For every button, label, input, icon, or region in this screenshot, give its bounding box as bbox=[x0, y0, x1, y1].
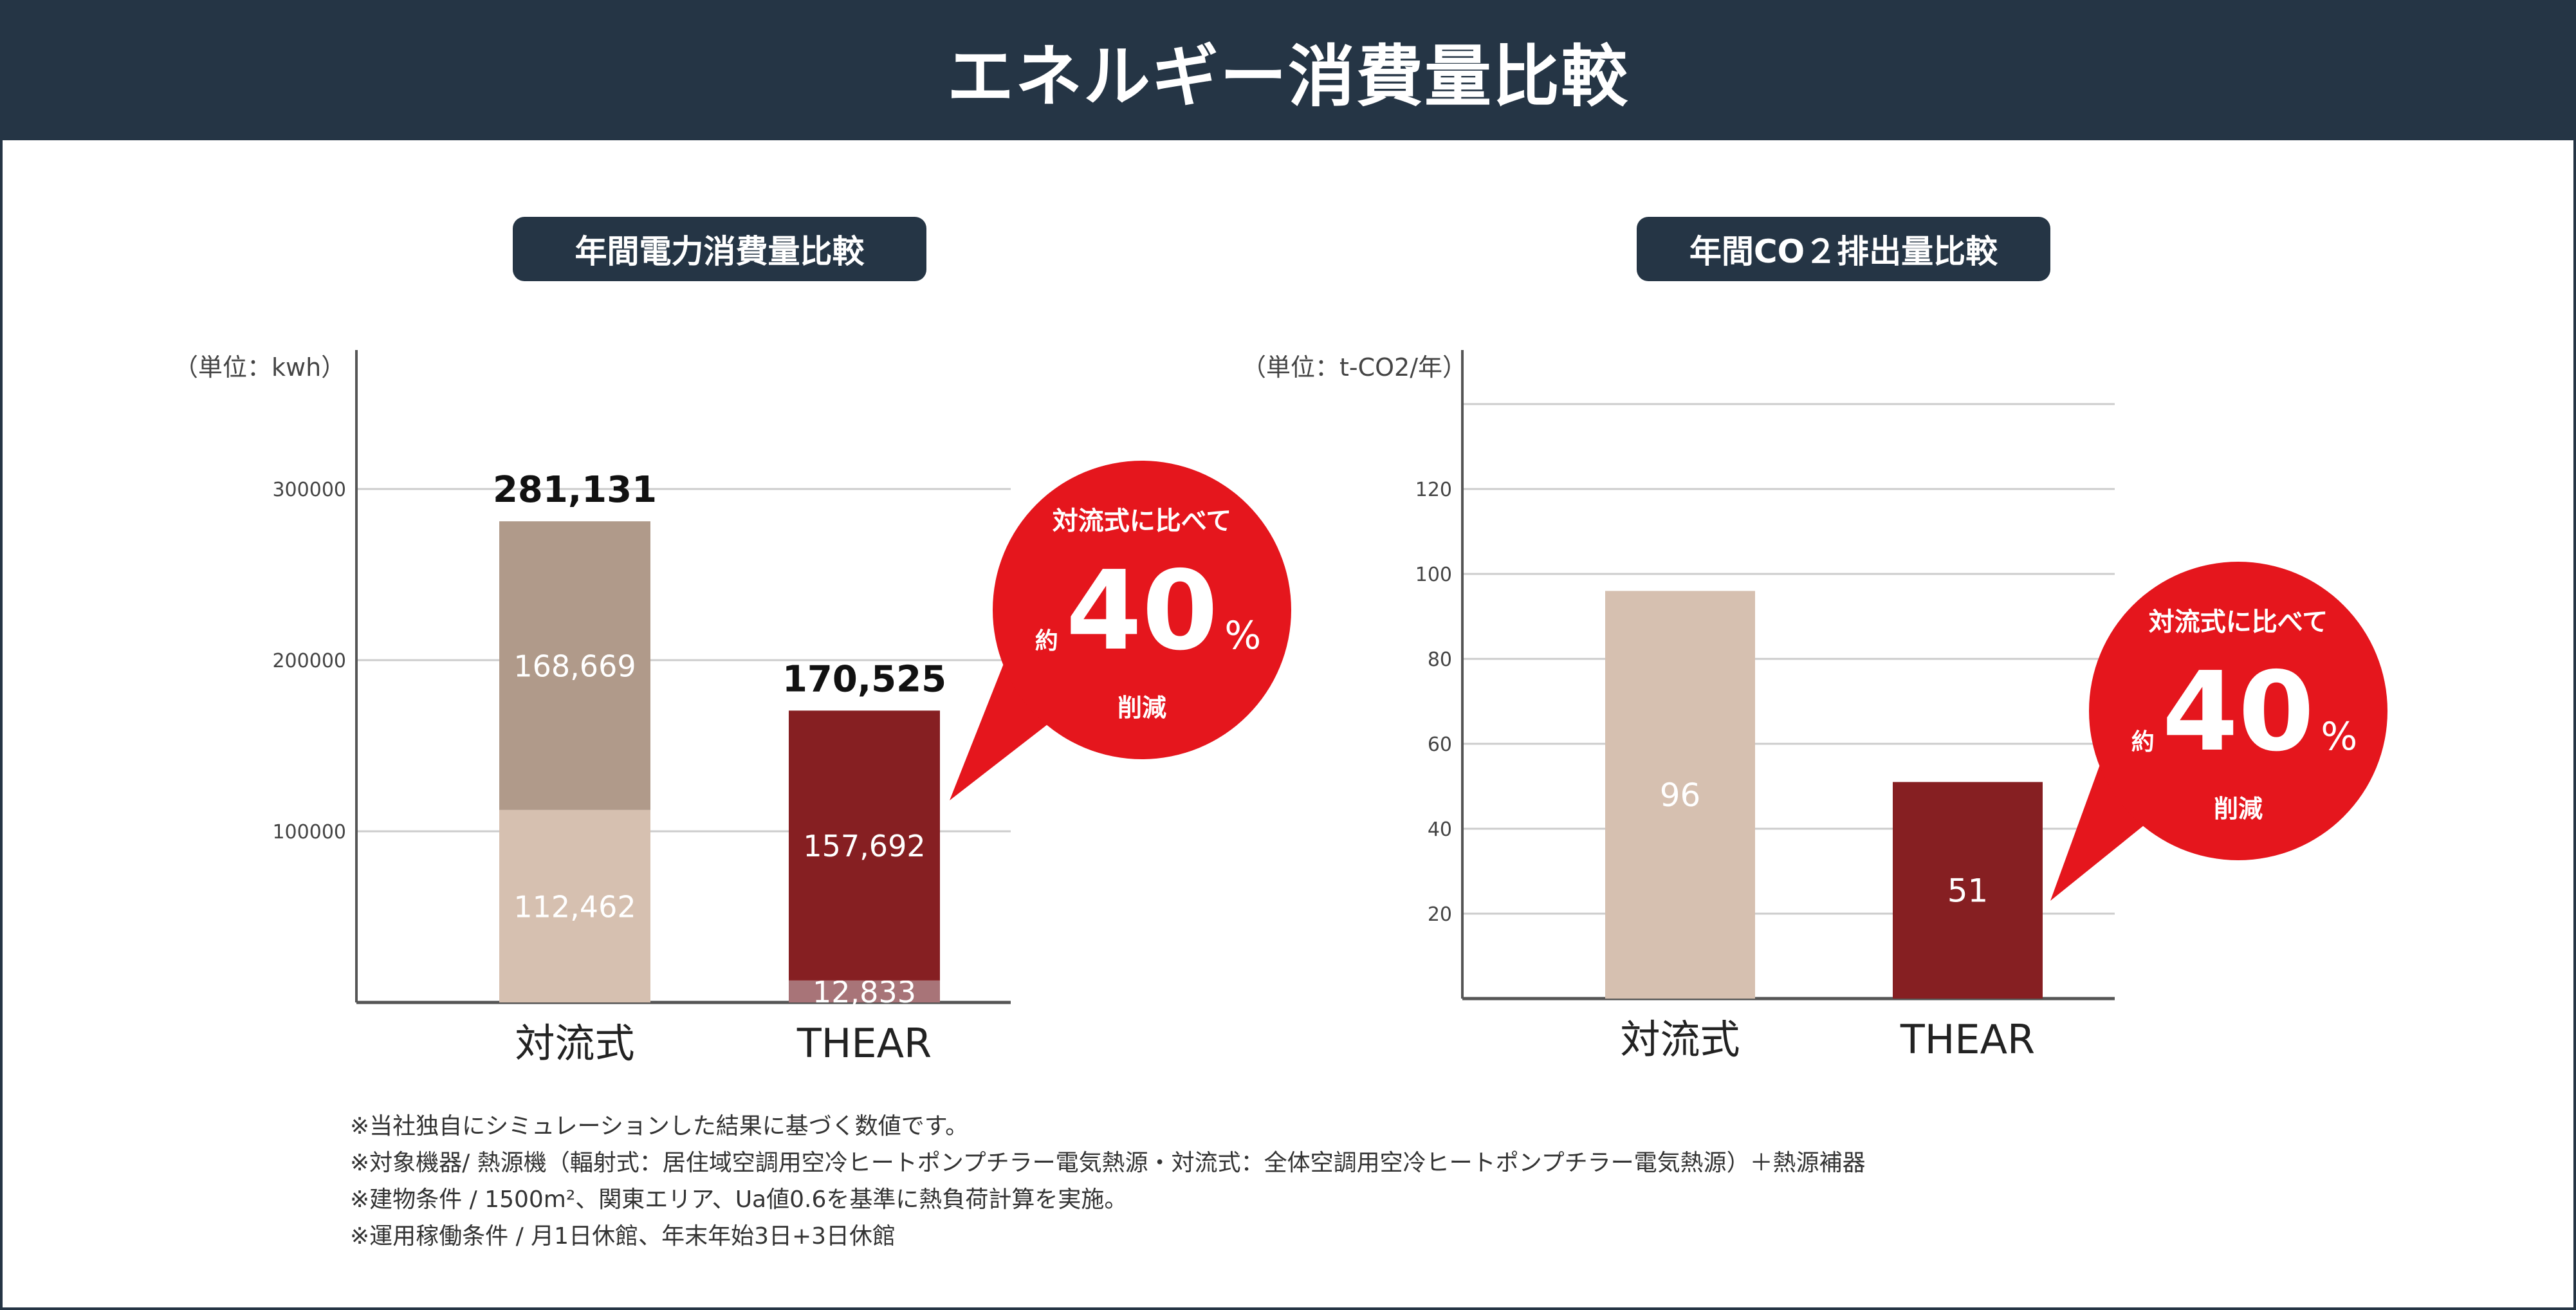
x-category-label: 対流式 bbox=[515, 1020, 634, 1067]
bar-segment-label: 168,669 bbox=[513, 649, 636, 684]
callout-line3: 削減 bbox=[1118, 694, 1166, 722]
chart-title-electricity: 年間電力消費量比較 bbox=[513, 217, 926, 281]
y-tick-label: 20 bbox=[1428, 903, 1452, 926]
bar-segment bbox=[499, 809, 650, 1002]
footnote: ※当社独自にシミュレーションした結果に基づく数値です。 bbox=[350, 1113, 969, 1139]
footnote: ※運用稼働条件 / 月1日休館、年末年始3日+3日休館 bbox=[350, 1223, 896, 1250]
y-tick-label: 120 bbox=[1415, 479, 1452, 501]
x-category-label: THEAR bbox=[796, 1020, 932, 1067]
callout-line3: 削減 bbox=[2214, 795, 2263, 823]
callout-unit: % bbox=[1224, 613, 1261, 658]
callout-bubble bbox=[2089, 562, 2387, 860]
bar-segment bbox=[499, 521, 650, 810]
callout-number: 40 bbox=[1066, 548, 1219, 675]
callout-bubble bbox=[993, 461, 1291, 759]
y-tick-label: 100 bbox=[1415, 564, 1452, 586]
bar-total-label: 170,525 bbox=[782, 658, 946, 700]
unit-label: （単位：kwh） bbox=[174, 353, 345, 382]
bar-segment-label: 12,833 bbox=[813, 975, 916, 1010]
bar-segment bbox=[789, 980, 940, 1002]
x-category-label: THEAR bbox=[1900, 1016, 2035, 1063]
footnote: ※対象機器/ 熱源機（輻射式：居住域空調用空冷ヒートポンプチラー電気熱源・対流式… bbox=[350, 1150, 1866, 1176]
page-title: エネルギー消費量比較 bbox=[946, 37, 1629, 116]
y-tick-label: 200000 bbox=[272, 650, 346, 672]
callout-unit: % bbox=[2321, 714, 2357, 759]
y-tick-label: 80 bbox=[1428, 649, 1452, 671]
x-category-label: 対流式 bbox=[1620, 1016, 1740, 1063]
bar-segment-label: 112,462 bbox=[513, 889, 636, 924]
callout-line1: 対流式に比べて bbox=[2149, 607, 2328, 637]
bar bbox=[1893, 782, 2043, 999]
y-tick-label: 40 bbox=[1428, 818, 1452, 841]
bar bbox=[1605, 591, 1755, 999]
callout-prefix: 約 bbox=[1035, 628, 1058, 654]
callout-line1: 対流式に比べて bbox=[1053, 506, 1231, 536]
y-tick-label: 60 bbox=[1428, 733, 1452, 756]
footnote: ※建物条件 / 1500m²、関東エリア、Ua値0.6を基準に熱負荷計算を実施。 bbox=[350, 1186, 1128, 1213]
header: エネルギー消費量比較 bbox=[0, 0, 2576, 140]
bar-label: 96 bbox=[1660, 777, 1701, 814]
unit-label: （単位：t-CO2/年） bbox=[1242, 353, 1467, 382]
y-tick-label: 100000 bbox=[272, 821, 346, 844]
bar-total-label: 281,131 bbox=[493, 469, 657, 511]
callout-number: 40 bbox=[2162, 649, 2315, 776]
bar-label: 51 bbox=[1947, 872, 1989, 910]
footnotes: ※当社独自にシミュレーションした結果に基づく数値です。 ※対象機器/ 熱源機（輻… bbox=[350, 1108, 1866, 1255]
y-tick-label: 300000 bbox=[272, 479, 346, 501]
bar-segment-label: 157,692 bbox=[803, 829, 925, 863]
bar-segment bbox=[789, 710, 940, 981]
callout-prefix: 約 bbox=[2131, 729, 2155, 755]
chart-title-co2: 年間CO２排出量比較 bbox=[1637, 217, 2050, 281]
